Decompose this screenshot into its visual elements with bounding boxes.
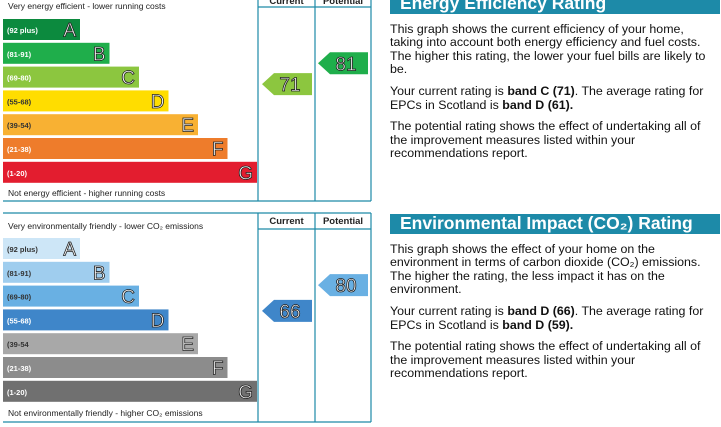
band-letter: G	[238, 382, 253, 403]
band-bar	[3, 261, 110, 283]
rating-value: 80	[335, 276, 356, 297]
text: The potential rating shows the effect of…	[390, 339, 701, 381]
text: . The average rating for EPCs in Scotlan…	[390, 83, 704, 112]
text: Your current rating is	[390, 83, 508, 98]
band-range: (92 plus)	[7, 245, 38, 254]
bold-text: band D (59).	[502, 317, 574, 332]
band-range: (69-80)	[7, 293, 32, 302]
band-letter: C	[121, 287, 135, 308]
band-letter: D	[151, 311, 165, 332]
band-letter: A	[63, 240, 76, 261]
column-header: Current	[269, 0, 304, 7]
text: This graph shows the effect of your home…	[390, 241, 701, 297]
band-range: (55-68)	[7, 97, 32, 106]
paragraph: The potential rating shows the effect of…	[390, 119, 720, 161]
band-letter: D	[151, 92, 165, 113]
band-letter: E	[181, 116, 194, 137]
band-bar	[3, 66, 139, 88]
text: . The average rating for EPCs in Scotlan…	[390, 303, 704, 332]
band-range: (55-68)	[7, 316, 32, 325]
band-bar	[3, 90, 169, 112]
paragraph: This graph shows the current efficiency …	[390, 21, 720, 77]
rating-arrow	[318, 274, 368, 297]
band-range: (81-91)	[7, 50, 32, 59]
band-letter: A	[63, 21, 76, 42]
band-range: (69-80)	[7, 74, 32, 83]
band-range: (1-20)	[7, 388, 28, 397]
rating-arrow	[318, 52, 368, 75]
band-letter: E	[181, 335, 194, 356]
paragraph: This graph shows the effect of your home…	[390, 241, 720, 297]
column-header: Potential	[323, 216, 363, 227]
band-letter: F	[212, 359, 224, 380]
energy-text: Energy Efficiency Rating This graph shows…	[390, 0, 720, 169]
band-bar	[3, 285, 139, 307]
section-title: Environmental Impact (CO₂) Rating	[390, 214, 720, 234]
header-bottom: Not environmentally friendly - higher CO…	[8, 408, 203, 418]
band-range: (92 plus)	[7, 26, 38, 35]
bold-text: band D (61).	[502, 97, 574, 112]
band-range: (1-20)	[7, 169, 28, 178]
bold-text: band D (66)	[507, 303, 575, 318]
column-header: Potential	[323, 0, 363, 7]
header-bottom: Not energy efficient - higher running co…	[8, 188, 165, 198]
band-bar	[3, 380, 257, 402]
text: The potential rating shows the effect of…	[390, 119, 701, 161]
paragraph: Your current rating is band C (71). The …	[390, 83, 720, 112]
header-top: Very environmentally friendly - lower CO…	[8, 221, 203, 231]
band-letter: B	[93, 44, 106, 65]
band-bar	[3, 42, 110, 64]
paragraph: The potential rating shows the effect of…	[390, 339, 720, 381]
band-range: (81-91)	[7, 269, 32, 278]
band-range: (21-38)	[7, 364, 32, 373]
band-letter: C	[121, 68, 135, 89]
text: This graph shows the current efficiency …	[390, 21, 706, 77]
band-bar	[3, 238, 80, 259]
bold-text: band C (71)	[507, 83, 575, 98]
environmental-text: Environmental Impact (CO₂) Rating This gr…	[390, 214, 720, 389]
rating-arrow	[262, 299, 312, 322]
band-bar	[3, 19, 80, 40]
band-range: (39-54	[7, 340, 30, 349]
band-bar	[3, 357, 228, 378]
paragraph: Your current rating is band D (66). The …	[390, 303, 720, 332]
band-letter: G	[238, 163, 253, 184]
rating-value: 81	[335, 54, 356, 75]
band-bar	[3, 161, 257, 183]
band-range: (21-38)	[7, 145, 32, 154]
section-title: Energy Efficiency Rating	[390, 0, 720, 14]
text: Your current rating is	[390, 303, 508, 318]
header-top: Very energy efficient - lower running co…	[8, 1, 166, 11]
rating-arrow	[262, 73, 312, 96]
band-bar	[3, 138, 228, 159]
band-letter: F	[212, 140, 224, 161]
band-bar	[3, 114, 198, 136]
rating-value: 66	[279, 302, 300, 323]
band-range: (39-54)	[7, 121, 32, 130]
band-letter: B	[93, 263, 106, 284]
rating-value: 71	[279, 75, 300, 96]
column-header: Current	[269, 216, 304, 227]
band-bar	[3, 309, 169, 331]
rating-graphs: Current Potential Very energy efficient - …	[3, 0, 372, 423]
band-bar	[3, 333, 198, 355]
